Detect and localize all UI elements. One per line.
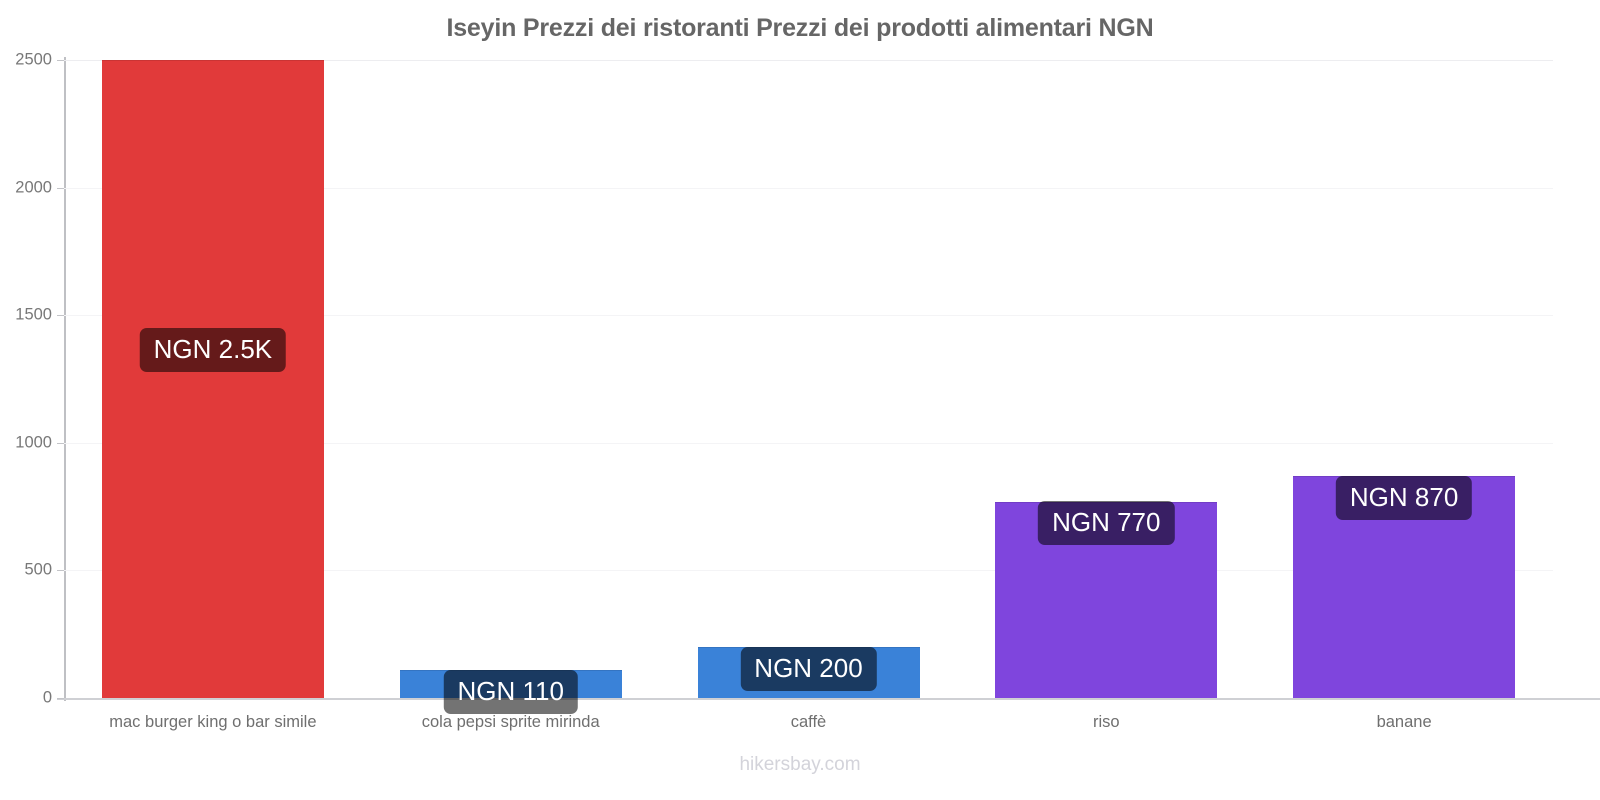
y-tick-label: 2000 xyxy=(15,178,52,197)
gridline xyxy=(64,315,1553,317)
footer-source: hikersbay.com xyxy=(739,754,861,775)
y-axis-line xyxy=(64,57,66,701)
y-tick-label: 500 xyxy=(24,560,52,579)
bar-value-label-4: NGN 870 xyxy=(1335,475,1473,520)
y-tick-mark xyxy=(57,570,64,572)
gridline xyxy=(64,570,1553,572)
y-tick-mark xyxy=(57,442,64,444)
bar-value-label-0: NGN 2.5K xyxy=(139,328,287,372)
gridline xyxy=(64,442,1553,444)
x-tick-label: riso xyxy=(1093,713,1120,731)
y-tick-mark xyxy=(57,60,64,61)
y-tick-mark xyxy=(57,315,64,317)
gridline xyxy=(64,187,1553,189)
bar-value-label-3: NGN 770 xyxy=(1038,501,1175,546)
y-tick-mark xyxy=(57,187,64,189)
chart-title: Iseyin Prezzi dei ristoranti Prezzi dei … xyxy=(446,14,1154,42)
bar-value-label-1: NGN 110 xyxy=(443,669,578,714)
plot-area: NGN 2.5K NGN 110 NGN 200 NGN 770 NGN 870 xyxy=(64,60,1553,714)
x-axis-line xyxy=(57,698,1600,700)
y-tick-label: 0 xyxy=(42,688,52,707)
x-tick-label: mac burger king o bar simile xyxy=(109,713,317,731)
x-tick-label: cola pepsi sprite mirinda xyxy=(421,713,600,731)
y-tick-label: 1000 xyxy=(15,433,52,452)
y-tick-label: 1500 xyxy=(15,305,52,324)
bar-0[interactable] xyxy=(101,60,324,698)
gridline xyxy=(64,60,1553,61)
x-tick-label: banane xyxy=(1376,713,1432,731)
x-tick-label: caffè xyxy=(790,713,827,731)
y-tick-label: 2500 xyxy=(15,50,52,69)
bar-value-label-2: NGN 200 xyxy=(740,646,877,691)
